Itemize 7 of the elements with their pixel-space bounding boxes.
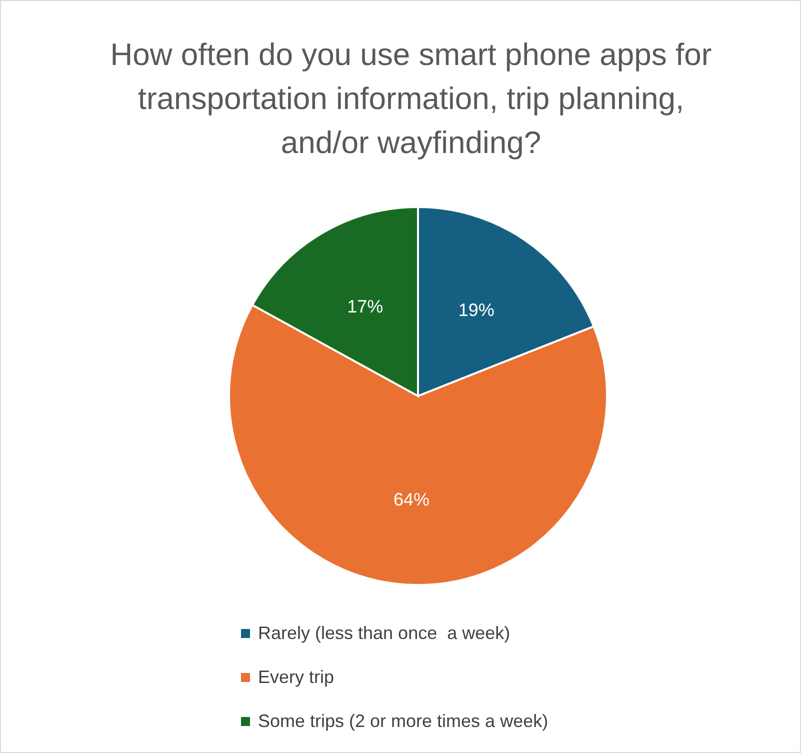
legend-label: Some trips (2 or more times a week) bbox=[258, 710, 548, 732]
legend-label: Every trip bbox=[258, 666, 334, 688]
data-label: 17% bbox=[347, 296, 384, 317]
legend-label: Rarely (less than once a week) bbox=[258, 622, 510, 644]
data-label: 19% bbox=[458, 300, 494, 320]
data-label: 64% bbox=[393, 490, 430, 510]
chart-title: How often do you use smart phone apps for transportation information, trip planning, and/or wayfinding? bbox=[109, 36, 713, 162]
